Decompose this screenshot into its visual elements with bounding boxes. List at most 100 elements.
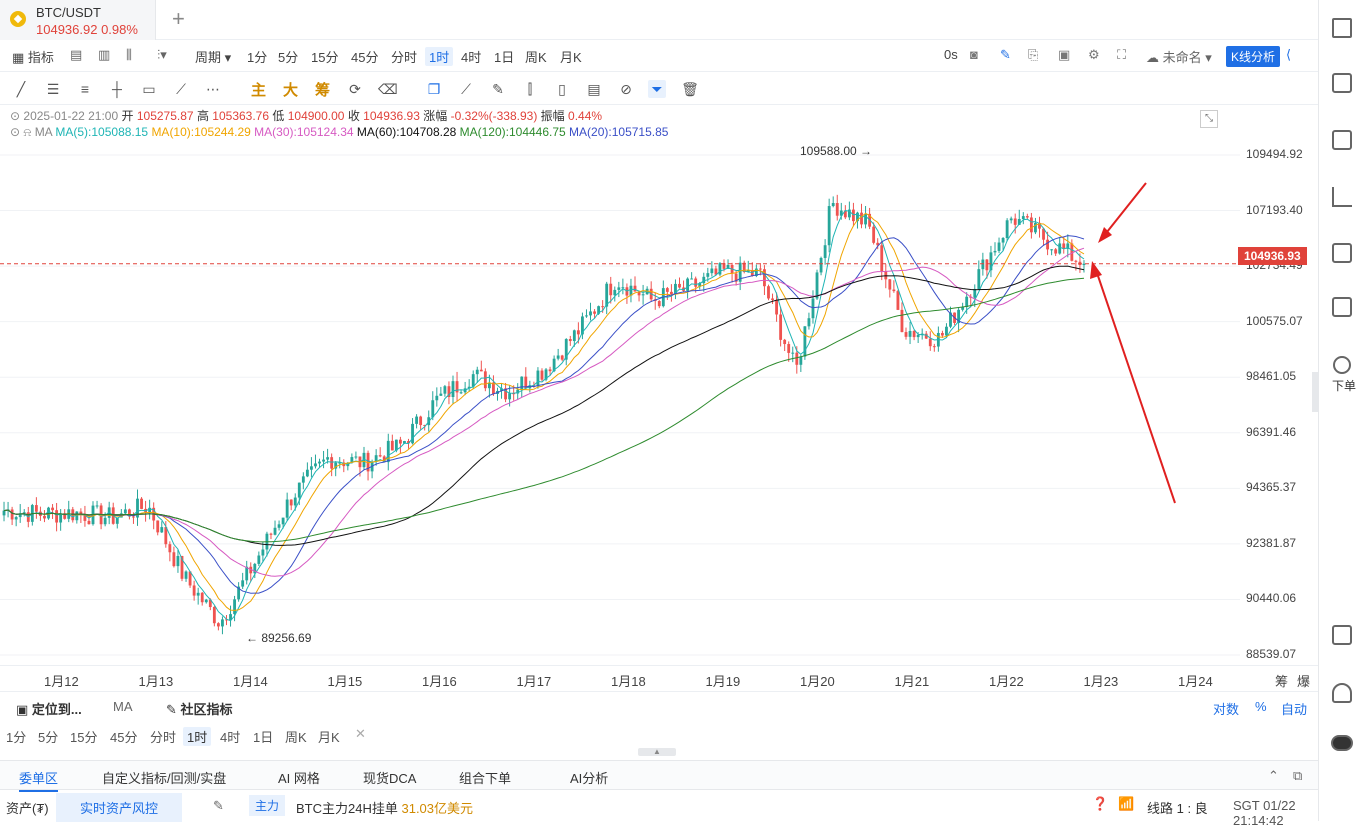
sub-tf-1d[interactable]: 1日: [253, 730, 274, 745]
template-icon[interactable]: ▣: [1058, 47, 1071, 62]
candlestick-chart[interactable]: 109588.00 → ← 89256.69: [0, 105, 1240, 665]
log-scale-button[interactable]: 对数: [1213, 702, 1240, 717]
filter-icon[interactable]: ⏷: [648, 80, 666, 98]
tf-45m[interactable]: 45分: [351, 50, 379, 65]
lock-icon[interactable]: ▯: [558, 81, 566, 97]
sub-tf-1m[interactable]: 1分: [6, 730, 27, 745]
sub-tf-week[interactable]: 周K: [285, 730, 307, 745]
chevron-up-icon[interactable]: ⌃: [1268, 768, 1279, 783]
network-line[interactable]: 线路 1 : 良: [1147, 801, 1208, 816]
tf-1d[interactable]: 1日: [494, 50, 515, 65]
ma-sub-label[interactable]: MA: [113, 699, 133, 714]
chart-style-icon[interactable]: ⫼: [126, 47, 132, 62]
tab-ai-grid[interactable]: AI 网格: [278, 771, 320, 786]
trend-icon[interactable]: [1332, 187, 1352, 207]
robot-icon[interactable]: [1331, 735, 1353, 751]
more-tools-icon[interactable]: ⋯: [206, 81, 220, 97]
etf-icon[interactable]: [1332, 297, 1352, 317]
collapse-icon[interactable]: ⊙: [10, 109, 21, 123]
link-icon[interactable]: ⊘: [620, 81, 632, 97]
ruler-icon[interactable]: ⟋: [461, 81, 471, 97]
tab-ai-analysis[interactable]: AI分析: [570, 771, 609, 786]
settings-icon[interactable]: ⚙: [1088, 47, 1100, 62]
current-price-label: 104936.93: [1238, 247, 1307, 265]
grid-menu-icon[interactable]: [1332, 18, 1352, 38]
cloud-layout-dropdown[interactable]: ☁ 未命名 ▾: [1146, 50, 1212, 65]
order-label[interactable]: 下单: [1332, 379, 1357, 393]
share-icon[interactable]: ⟨: [1286, 47, 1292, 62]
tab-orders[interactable]: 委单区: [19, 768, 59, 792]
popout-icon[interactable]: ⧉: [1293, 768, 1303, 783]
edit-icon[interactable]: ✎: [213, 798, 224, 813]
trash-icon[interactable]: 🗑: [681, 81, 699, 97]
pen-icon[interactable]: ✎: [1000, 47, 1011, 62]
hlines-icon[interactable]: ☰: [46, 81, 60, 97]
sub-tf-45m[interactable]: 45分: [110, 730, 138, 745]
comment-icon[interactable]: ⎘: [1028, 47, 1039, 62]
candles-icon[interactable]: ⫿: [527, 81, 533, 97]
dollar-icon[interactable]: [1332, 130, 1352, 150]
magnet-icon[interactable]: ⟳: [349, 81, 361, 97]
trendline-icon[interactable]: ╱: [16, 81, 26, 97]
eraser-icon[interactable]: ⌫: [378, 81, 398, 97]
tf-4h[interactable]: 4时: [461, 50, 482, 65]
expand-icon[interactable]: ⤡: [1200, 110, 1218, 128]
sub-tf-1h[interactable]: 1时: [183, 727, 212, 746]
tab-custom-indicator[interactable]: 自定义指标/回测/实盘: [102, 771, 227, 786]
auto-scale-button[interactable]: 自动: [1281, 702, 1308, 717]
help-icon[interactable]: ❓: [1092, 796, 1109, 811]
tf-15m[interactable]: 15分: [311, 50, 339, 65]
window-icon[interactable]: [1332, 625, 1352, 645]
locate-button[interactable]: ▣ 定位到...: [16, 702, 82, 717]
tf-week[interactable]: 周K: [525, 50, 547, 65]
big-order-button[interactable]: 大: [283, 82, 299, 99]
community-indicator-button[interactable]: ✎ 社区指标: [166, 702, 233, 717]
sub-tf-15m[interactable]: 15分: [70, 730, 98, 745]
symbol-tab[interactable]: BTC/USDT 104936.92 0.98%: [0, 0, 156, 40]
tf-5m[interactable]: 5分: [278, 50, 299, 65]
headset-icon[interactable]: [1332, 683, 1352, 703]
candle-body: [706, 273, 710, 277]
chip-button[interactable]: 筹: [315, 82, 331, 99]
sub-tf-line[interactable]: 分时: [150, 730, 177, 745]
tf-month[interactable]: 月K: [560, 50, 582, 65]
fib-icon[interactable]: ⟋: [176, 81, 186, 97]
sub-tf-5m[interactable]: 5分: [38, 730, 59, 745]
burst-axis-button[interactable]: 爆: [1297, 674, 1311, 689]
sub-tf-month[interactable]: 月K: [318, 730, 340, 745]
chart-icon[interactable]: [1332, 243, 1352, 263]
kline-analysis-button[interactable]: K线分析: [1226, 46, 1281, 67]
camera-icon[interactable]: ◙: [970, 47, 978, 62]
channel-icon[interactable]: ≡: [80, 81, 90, 97]
save-icon[interactable]: ▤: [70, 47, 83, 62]
add-tab-icon[interactable]: +: [172, 6, 185, 31]
note-icon[interactable]: ▤: [587, 81, 601, 97]
swap-icon[interactable]: [1333, 356, 1351, 374]
compare-icon[interactable]: ⫶▾: [157, 47, 167, 62]
ma-collapse-icon[interactable]: ⊙ ⍾: [10, 125, 32, 139]
hline-icon[interactable]: ┼: [112, 81, 122, 97]
period-dropdown[interactable]: 周期 ▾: [195, 50, 232, 65]
indicator-button[interactable]: ▦ 指标: [12, 50, 54, 65]
percent-scale-button[interactable]: %: [1255, 699, 1267, 714]
candle-body: [334, 462, 338, 469]
tf-1m[interactable]: 1分: [247, 50, 268, 65]
sidebar-collapse-handle[interactable]: [1312, 372, 1318, 412]
document-icon[interactable]: [1332, 73, 1352, 93]
candle-body: [378, 455, 382, 457]
tf-line[interactable]: 分时: [391, 50, 418, 65]
layout-icon[interactable]: ▥: [98, 47, 111, 62]
risk-control-button[interactable]: 实时资产风控: [56, 793, 183, 822]
tf-1h[interactable]: 1时: [425, 47, 454, 66]
fullscreen-icon[interactable]: ⛶: [1117, 47, 1127, 62]
tab-spot-dca[interactable]: 现货DCA: [363, 771, 417, 786]
chips-axis-button[interactable]: 筹: [1275, 674, 1289, 689]
main-force-button[interactable]: 主: [251, 82, 267, 99]
close-icon[interactable]: ✕: [355, 726, 366, 741]
rect-icon[interactable]: ▭: [142, 81, 156, 97]
copy-icon[interactable]: ❐: [427, 81, 441, 97]
brush-icon[interactable]: ✎: [492, 81, 504, 97]
sub-tf-4h[interactable]: 4时: [220, 730, 241, 745]
panel-resize-handle[interactable]: ▲: [638, 748, 676, 756]
tab-combo-order[interactable]: 组合下单: [459, 771, 512, 786]
